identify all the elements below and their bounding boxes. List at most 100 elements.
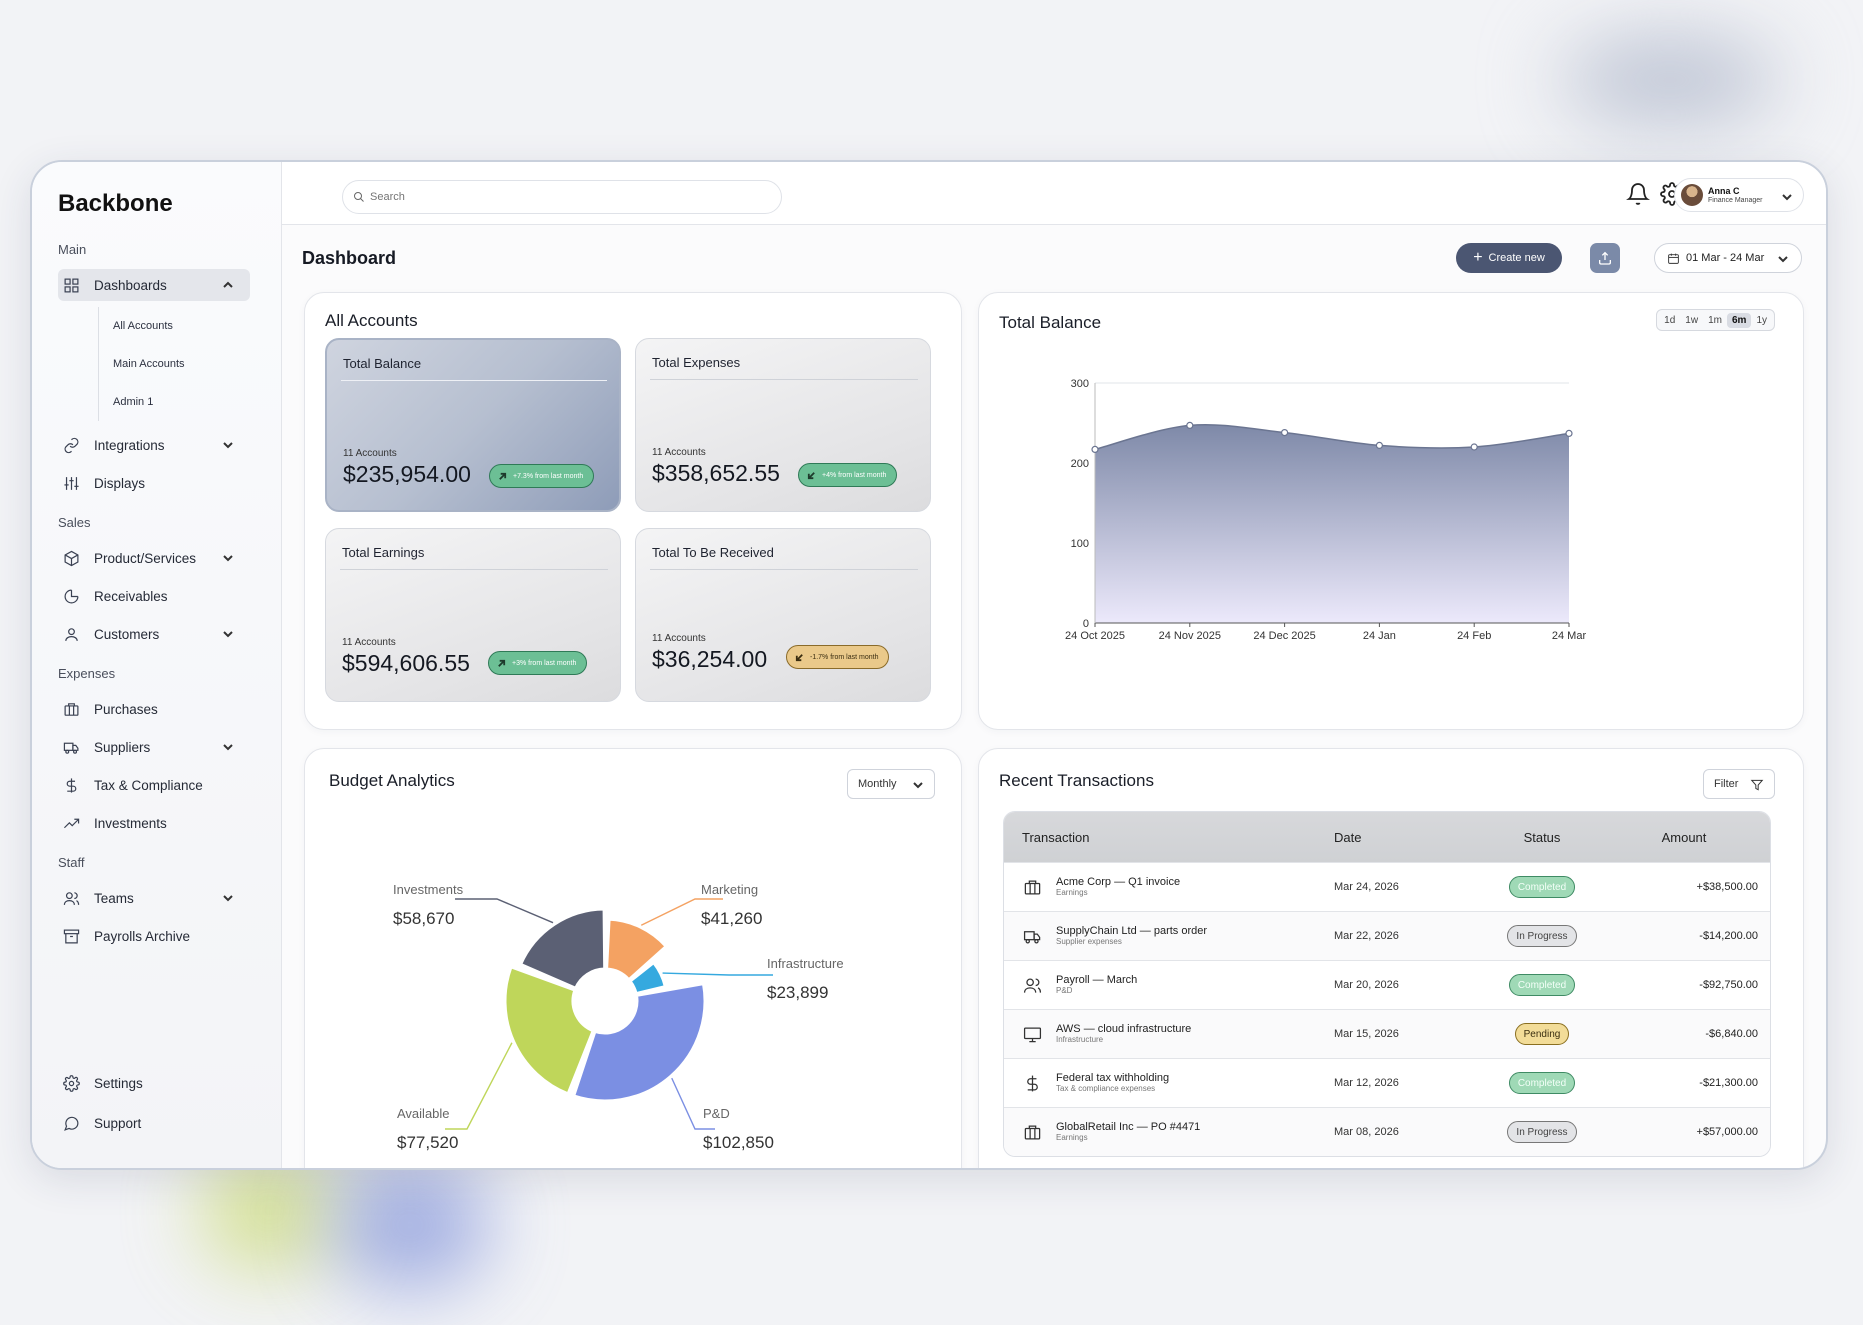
- slice-value-label: $58,670: [393, 909, 454, 928]
- column-header-transaction[interactable]: Transaction: [1022, 829, 1090, 845]
- slice-category-label: Investments: [393, 882, 464, 897]
- chevron-down-icon: [912, 779, 924, 791]
- sidebar-item-label: Tax & Compliance: [94, 777, 203, 793]
- account-card-total-expenses[interactable]: Total Expenses 11 Accounts $358,652.55 +…: [635, 338, 931, 512]
- sidebar-item-displays[interactable]: Displays: [58, 467, 250, 499]
- sidebar-subitem-admin-1[interactable]: Admin 1: [113, 396, 154, 408]
- app-window: Backbone Main Dashboards All Accounts Ma…: [30, 160, 1828, 1170]
- sidebar-item-label: Purchases: [94, 701, 158, 717]
- chevron-up-icon[interactable]: [222, 279, 234, 291]
- transaction-name: SupplyChain Ltd — parts order: [1056, 925, 1208, 937]
- sidebar-subitem-main-accounts[interactable]: Main Accounts: [113, 358, 185, 370]
- data-point[interactable]: [1375, 441, 1383, 449]
- account-card-total-balance[interactable]: Total Balance 11 Accounts $235,954.00 +7…: [325, 338, 621, 512]
- transactions-table: Transaction Date Status Amount Acme Corp…: [1003, 811, 1771, 1157]
- y-tick-label: 300: [1071, 378, 1089, 390]
- upload-button[interactable]: [1590, 243, 1620, 273]
- data-point[interactable]: [1281, 429, 1289, 437]
- bell-icon[interactable]: [1626, 182, 1650, 206]
- user-menu[interactable]: Anna C Finance Manager: [1674, 178, 1804, 212]
- data-point[interactable]: [1186, 421, 1194, 429]
- range-option-1m[interactable]: 1m: [1708, 314, 1722, 326]
- sidebar-item-settings[interactable]: Settings: [58, 1067, 250, 1099]
- filter-button[interactable]: Filter: [1703, 769, 1775, 799]
- data-point[interactable]: [1470, 443, 1478, 451]
- status-badge: Completed: [1508, 1072, 1576, 1094]
- table-row[interactable]: Payroll — March P&D Mar 20, 2026 Completed -…: [1004, 960, 1770, 1009]
- slice-marketing[interactable]: [605, 917, 668, 982]
- recent-transactions-title: Recent Transactions: [999, 771, 1154, 790]
- chevron-down-icon[interactable]: [222, 552, 234, 564]
- range-option-1w[interactable]: 1w: [1685, 314, 1699, 326]
- sidebar-item-payrolls-archive[interactable]: Payrolls Archive: [58, 920, 250, 952]
- period-select[interactable]: Monthly: [847, 769, 935, 799]
- account-card-total-earnings[interactable]: Total Earnings 11 Accounts $594,606.55 +…: [325, 528, 621, 702]
- transaction-cell: Payroll — March P&D: [1004, 974, 1334, 996]
- transaction-amount: -$92,750.00: [1699, 979, 1758, 991]
- sidebar-item-purchases[interactable]: Purchases: [58, 693, 250, 725]
- data-point[interactable]: [1091, 445, 1099, 453]
- account-card-total-to-be-received[interactable]: Total To Be Received 11 Accounts $36,254…: [635, 528, 931, 702]
- slice-value-label: $41,260: [701, 909, 762, 928]
- table-row[interactable]: SupplyChain Ltd — parts order Supplier ex…: [1004, 911, 1770, 960]
- trend-badge-label: -1.7% from last month: [810, 653, 879, 661]
- sidebar-item-dashboards[interactable]: Dashboards: [58, 269, 250, 301]
- date-range-picker[interactable]: 01 Mar - 24 Mar: [1654, 243, 1802, 273]
- slice-p-d[interactable]: [572, 982, 707, 1103]
- table-row[interactable]: Federal tax withholding Tax & compliance …: [1004, 1058, 1770, 1107]
- link-icon: [62, 436, 80, 454]
- sidebar-subitem-all-accounts[interactable]: All Accounts: [113, 320, 173, 332]
- search-icon: [354, 192, 364, 202]
- table-row[interactable]: Acme Corp — Q1 invoice Earnings Mar 24, 20…: [1004, 862, 1770, 911]
- truck-icon: [1022, 926, 1042, 946]
- sidebar-item-label: Product/Services: [94, 550, 197, 566]
- arrow-down-left-icon: [795, 653, 803, 661]
- users-icon: [62, 889, 80, 907]
- column-header-date[interactable]: Date: [1334, 829, 1362, 845]
- x-tick-label: 24 Oct 2025: [1065, 630, 1125, 642]
- range-option-1y[interactable]: 1y: [1756, 314, 1767, 326]
- section-sales: Sales: [58, 515, 91, 530]
- transaction-name: Federal tax withholding: [1056, 1072, 1170, 1084]
- sidebar-item-receivables[interactable]: Receivables: [58, 580, 250, 612]
- sidebar-item-label: Customers: [94, 626, 160, 642]
- sidebar-item-support[interactable]: Support: [58, 1107, 250, 1139]
- create-new-button[interactable]: + Create new: [1456, 243, 1562, 273]
- data-point[interactable]: [1565, 429, 1573, 437]
- trend-badge: +3% from last month: [488, 651, 588, 675]
- topbar: Anna C Finance Manager: [282, 162, 1826, 225]
- slice-available[interactable]: [503, 965, 595, 1096]
- slice-infrastructure[interactable]: [628, 961, 667, 996]
- slice-investments[interactable]: [519, 907, 607, 990]
- sidebar-item-integrations[interactable]: Integrations: [58, 429, 250, 461]
- search-input[interactable]: [370, 191, 750, 203]
- chevron-down-icon[interactable]: [222, 741, 234, 753]
- sidebar-item-teams[interactable]: Teams: [58, 882, 250, 914]
- column-header-status[interactable]: Status: [1523, 829, 1561, 845]
- briefcase-icon: [1022, 1122, 1042, 1142]
- y-tick-label: 200: [1071, 458, 1089, 470]
- table-row[interactable]: AWS — cloud infrastructure Infrastructure…: [1004, 1009, 1770, 1058]
- sidebar-item-tax-compliance[interactable]: Tax & Compliance: [58, 769, 250, 801]
- sidebar-item-investments[interactable]: Investments: [58, 807, 250, 839]
- sidebar-item-suppliers[interactable]: Suppliers: [58, 731, 250, 763]
- sidebar-item-customers[interactable]: Customers: [58, 618, 250, 650]
- search-bar[interactable]: [342, 180, 782, 214]
- chevron-down-icon[interactable]: [222, 892, 234, 904]
- column-header-amount[interactable]: Amount: [1661, 829, 1707, 845]
- avatar: [1681, 184, 1703, 206]
- range-option-1d[interactable]: 1d: [1664, 314, 1676, 326]
- table-row[interactable]: GlobalRetail Inc — PO #4471 Earnings Mar 0…: [1004, 1107, 1770, 1156]
- chevron-down-icon[interactable]: [222, 439, 234, 451]
- account-count: 11 Accounts: [343, 448, 397, 459]
- transaction-category: Earnings: [1056, 1133, 1088, 1142]
- briefcase-icon: [1022, 877, 1042, 897]
- trend-badge: +7.3% from last month: [489, 464, 595, 488]
- leader-line: [455, 898, 554, 924]
- range-option-6m[interactable]: 6m: [1726, 312, 1752, 328]
- status-cell: In Progress: [1474, 925, 1610, 947]
- chevron-down-icon[interactable]: [222, 628, 234, 640]
- sidebar-item-product-services[interactable]: Product/Services: [58, 542, 250, 574]
- archive-icon: [62, 927, 80, 945]
- divider: [650, 569, 918, 570]
